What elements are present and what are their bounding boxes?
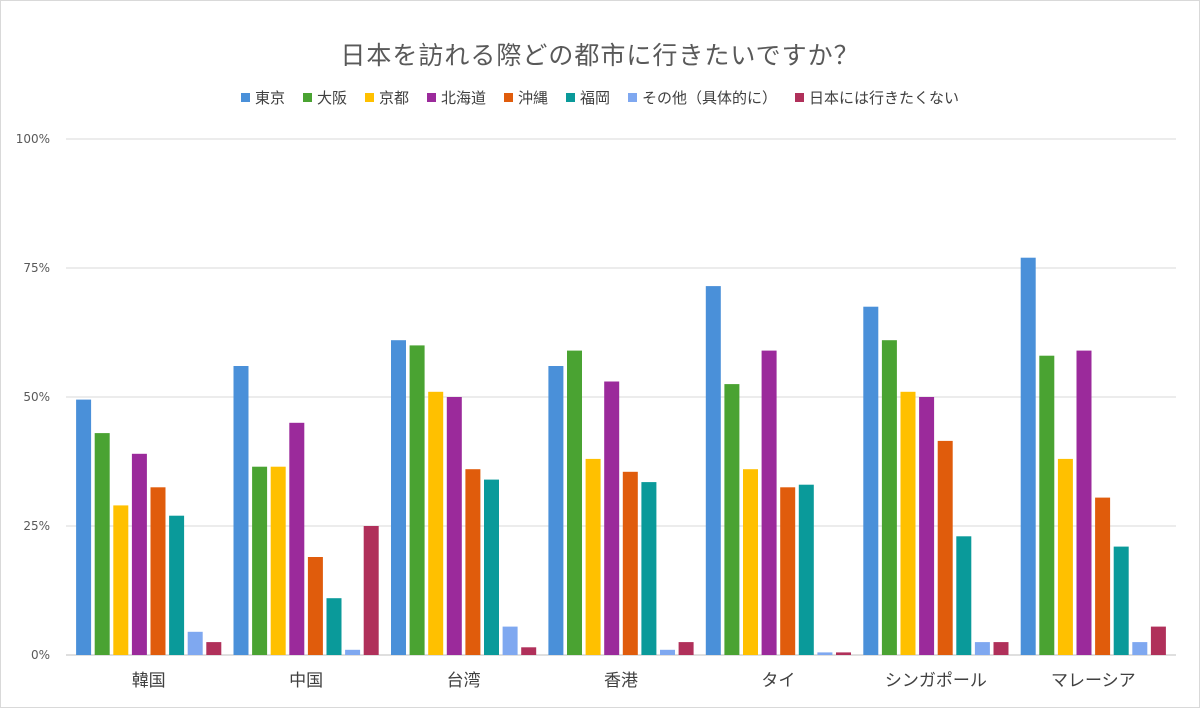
bar-2-4: [465, 469, 481, 655]
bar-3-2: [585, 458, 601, 655]
y-tick-label: 50%: [23, 390, 50, 404]
bar-1-4: [307, 557, 323, 655]
bar-2-1: [409, 345, 425, 655]
x-category-label: シンガポール: [885, 671, 987, 691]
bar-2-2: [428, 391, 444, 655]
bar-0-7: [206, 642, 222, 655]
bar-5-2: [900, 391, 916, 655]
bar-0-0: [76, 399, 92, 655]
bar-4-7: [836, 652, 851, 655]
bar-0-2: [113, 505, 129, 655]
legend-swatch: [364, 93, 374, 102]
bar-1-6: [345, 649, 361, 655]
legend-item: 日本には行きたくない: [795, 87, 959, 108]
legend-swatch: [426, 93, 436, 102]
bar-4-1: [724, 384, 740, 655]
bar-6-6: [1132, 642, 1148, 655]
bar-5-7: [993, 642, 1009, 655]
legend-item: 大阪: [302, 87, 347, 108]
bar-3-5: [641, 482, 657, 655]
bar-0-3: [131, 453, 147, 655]
bar-0-1: [94, 433, 110, 655]
bar-3-3: [604, 381, 620, 655]
bar-2-3: [446, 397, 462, 655]
legend-swatch: [628, 93, 638, 102]
legend-swatch: [795, 93, 805, 102]
chart-title: 日本を訪れる際どの都市に行きたいですか？: [340, 41, 860, 70]
bar-0-5: [169, 515, 185, 655]
legend-item: 北海道: [426, 87, 486, 108]
bar-2-5: [484, 479, 499, 655]
bar-4-0: [705, 286, 721, 655]
x-category-label: 香港: [604, 671, 638, 691]
bar-6-2: [1057, 458, 1073, 655]
legend-item: 沖縄: [504, 87, 548, 108]
bar-2-7: [521, 647, 537, 655]
bar-5-6: [974, 642, 990, 655]
bar-1-5: [326, 598, 342, 655]
bar-3-4: [622, 471, 638, 655]
legend-label: 日本には行きたくない: [809, 89, 960, 107]
bar-5-5: [956, 536, 972, 655]
bar-3-6: [660, 649, 675, 655]
bar-5-3: [919, 397, 935, 655]
y-tick-label: 25%: [23, 519, 50, 533]
x-category-label: 台湾: [447, 671, 481, 691]
bar-5-4: [937, 440, 953, 655]
bar-4-2: [743, 469, 758, 655]
x-category-label: マレーシア: [1051, 671, 1136, 691]
legend-swatch: [504, 93, 513, 102]
legend-item: 京都: [364, 87, 409, 108]
bar-1-3: [289, 422, 305, 655]
x-category-label: 中国: [289, 671, 323, 691]
bar-1-2: [270, 466, 286, 655]
bar-5-1: [881, 340, 897, 655]
bar-6-4: [1095, 497, 1111, 655]
x-category-label: 韓国: [132, 671, 166, 691]
bar-3-0: [548, 366, 564, 655]
bar-0-6: [187, 631, 203, 655]
legend-label: 東京: [254, 89, 285, 107]
bar-0-4: [150, 487, 166, 655]
bar-6-0: [1020, 257, 1036, 655]
legend-swatch: [302, 93, 312, 102]
bar-2-0: [391, 340, 406, 655]
bar-4-4: [780, 487, 796, 655]
bar-1-0: [233, 366, 249, 655]
bar-3-7: [678, 642, 694, 655]
legend-label: 北海道: [440, 89, 486, 107]
legend-item: その他（具体的に）: [628, 87, 777, 108]
bar-5-0: [863, 306, 879, 655]
legend-label: 大阪: [316, 89, 347, 107]
legend-swatch: [240, 93, 250, 102]
y-tick-label: 0%: [31, 648, 50, 662]
bar-4-5: [798, 484, 814, 655]
bar-6-5: [1113, 546, 1129, 655]
bar-4-3: [761, 350, 777, 655]
bar-4-6: [817, 652, 833, 655]
bar-6-1: [1039, 355, 1055, 655]
legend-label: その他（具体的に）: [642, 89, 778, 107]
bar-1-7: [363, 526, 379, 655]
bar-1-1: [252, 466, 268, 655]
bar-2-6: [502, 626, 518, 655]
bar-6-7: [1150, 626, 1166, 655]
chart-legend: 東京 大阪 京都 北海道 沖縄 福岡 その他（具体的に） 日本には行きたくない: [0, 87, 1200, 108]
bar-6-3: [1076, 350, 1092, 655]
legend-item: 東京: [240, 87, 285, 108]
legend-swatch: [566, 93, 576, 102]
y-tick-label: 100%: [16, 132, 50, 146]
y-tick-label: 75%: [23, 261, 50, 275]
bar-3-1: [567, 350, 582, 655]
legend-label: 福岡: [580, 89, 611, 107]
legend-label: 京都: [378, 89, 409, 107]
x-category-label: タイ: [761, 671, 795, 691]
legend-item: 福岡: [566, 87, 610, 108]
legend-label: 沖縄: [518, 89, 549, 107]
